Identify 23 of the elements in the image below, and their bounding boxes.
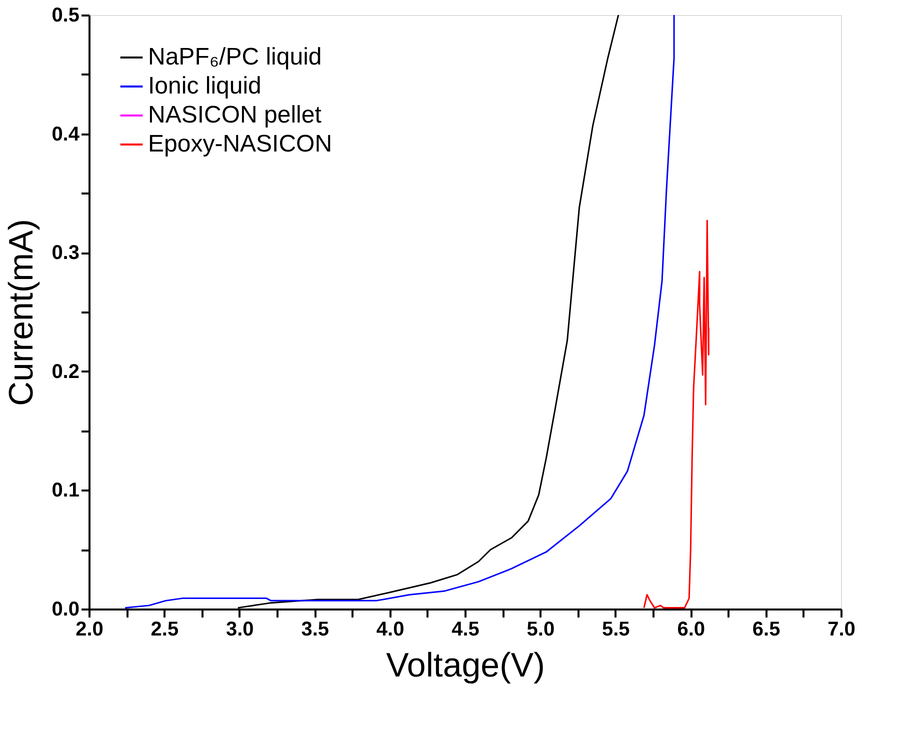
y-tick-label: 0.3 (52, 242, 80, 264)
y-tick-label: 0.4 (52, 123, 80, 146)
y-tick-label: 0.1 (52, 480, 80, 502)
legend-label: NaPF₆/PC liquid (148, 44, 322, 70)
x-tick-label: 5.0 (526, 618, 555, 640)
y-axis-title: Current(mA) (2, 218, 41, 406)
legend-label: Ionic liquid (148, 72, 262, 100)
y-tick-label: 0.0 (52, 598, 80, 620)
x-tick-label: 2.0 (76, 618, 104, 640)
legend-label: NASICON pellet (148, 102, 322, 128)
legend-label: Epoxy-NASICON (148, 130, 332, 158)
x-tick-label: 2.5 (150, 618, 179, 640)
x-tick-label: 3.0 (226, 618, 254, 640)
x-tick-label: 4.5 (452, 618, 480, 640)
x-tick-label: 4.0 (376, 618, 404, 640)
y-tick-label: 0.5 (52, 4, 80, 26)
x-tick-label: 3.5 (301, 618, 330, 640)
x-tick-label: 5.5 (602, 618, 630, 640)
x-tick-label: 6.5 (752, 618, 780, 640)
x-tick-label: 7.0 (828, 618, 856, 640)
x-axis-title: Voltage(V) (386, 646, 545, 684)
y-tick-label: 0.2 (52, 360, 80, 383)
x-tick-label: 6.0 (677, 618, 706, 640)
